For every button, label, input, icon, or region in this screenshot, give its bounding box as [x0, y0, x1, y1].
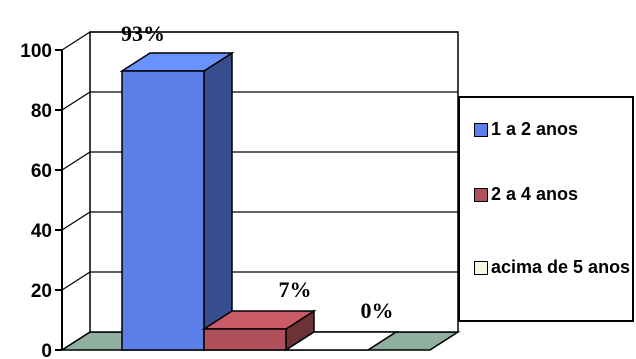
bar-front-face	[203, 328, 287, 351]
gridline-side	[61, 211, 91, 231]
y-tick-label: 60	[31, 161, 52, 182]
legend-item-2-a-4-anos: 2 a 4 anos	[474, 183, 636, 205]
bar-front-face	[121, 70, 205, 351]
data-labels: 93% 7% 0%	[121, 21, 394, 323]
gridline-side	[61, 151, 91, 171]
legend-swatch	[474, 123, 488, 137]
gridline-side	[61, 91, 91, 111]
legend-item-acima-de-5-anos: acima de 5 anos	[474, 256, 636, 278]
data-label: 93%	[121, 21, 165, 46]
gridline-side	[61, 331, 91, 351]
legend: 1 a 2 anos 2 a 4 anos acima de 5 anos	[458, 96, 634, 322]
bar-1-a-2-anos	[119, 51, 235, 352]
y-tick-label: 40	[31, 221, 52, 242]
y-tick-label: 80	[31, 101, 52, 122]
y-tick-label: 0	[41, 341, 52, 359]
legend-label: 2 a 4 anos	[491, 184, 579, 204]
legend-swatch	[474, 261, 488, 275]
bar-acima-de-5-anos	[283, 331, 399, 351]
bar-side-face	[203, 51, 233, 352]
bars	[119, 51, 399, 352]
data-label: 7%	[279, 277, 312, 302]
y-tick-label: 20	[31, 281, 52, 302]
y-axis: 0 20 40 60 80 100	[20, 41, 63, 359]
gridline-side	[61, 31, 91, 51]
legend-swatch	[474, 188, 488, 202]
y-tick-label: 100	[20, 41, 52, 62]
bar-top-face	[283, 331, 399, 351]
legend-item-1-a-2-anos: 1 a 2 anos	[474, 118, 636, 140]
gridline-side	[61, 271, 91, 291]
data-label: 0%	[361, 298, 394, 323]
legend-label: 1 a 2 anos	[491, 119, 579, 139]
legend-label: acima de 5 anos	[491, 257, 631, 277]
